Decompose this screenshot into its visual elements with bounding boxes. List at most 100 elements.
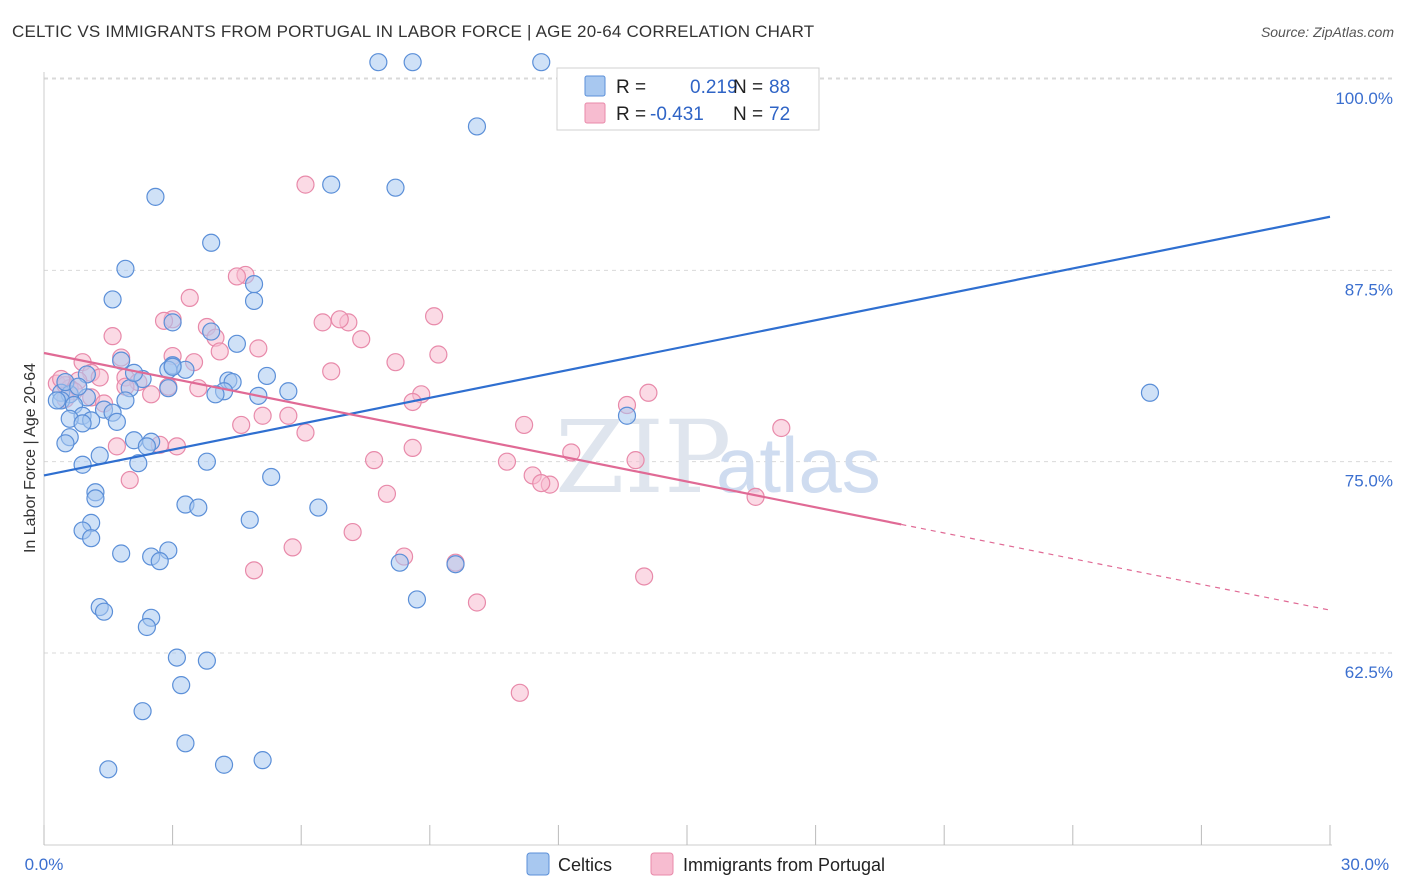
celtics-point (189, 498, 208, 517)
celtics-point (167, 648, 186, 667)
bottom-legend-celtics: Celtics (558, 855, 612, 875)
portugal-point (296, 175, 315, 194)
legend-r-value-portugal: -0.431 (650, 104, 704, 125)
portugal-point (283, 538, 302, 557)
celtics-point (197, 651, 216, 670)
celtics-point (322, 175, 341, 194)
celtics-point (146, 187, 165, 206)
bottom-legend-swatch-portugal (650, 852, 674, 876)
celtics-point (137, 617, 156, 637)
portugal-point (377, 484, 397, 503)
trend-lines (43, 215, 1331, 611)
x-ticks (43, 825, 1331, 845)
portugal-point (424, 307, 444, 326)
celtics-point (159, 379, 178, 398)
celtics-point (240, 510, 259, 529)
portugal-point (467, 593, 487, 612)
celtics-point (103, 290, 122, 309)
legend-swatch-celtics (584, 75, 606, 97)
portugal-point (772, 418, 791, 438)
y-tick-label: 100.0% (1335, 89, 1393, 108)
trend-line-portugal-extension (901, 523, 1331, 611)
celtics-point (116, 391, 135, 410)
legend-r-label-portugal: R = (616, 104, 646, 125)
y-tick-label: 75.0% (1345, 472, 1393, 491)
portugal-point (403, 438, 422, 457)
celtics-point (390, 553, 409, 572)
celtics-point (150, 552, 169, 571)
trend-line-celtics (43, 215, 1331, 477)
portugal-point (244, 561, 264, 580)
portugal-point (386, 353, 405, 372)
celtics-point (94, 602, 114, 621)
celtics-point (86, 489, 105, 508)
legend-n-label-celtics: N = (733, 77, 763, 98)
portugal-point (249, 339, 268, 358)
watermark-atlas: atlas (716, 421, 881, 509)
portugal-point (364, 451, 384, 470)
celtics-point (369, 53, 388, 72)
celtics-point (214, 755, 234, 774)
portugal-point (107, 437, 126, 456)
celtics-point (446, 555, 465, 574)
celtics-point (176, 734, 195, 753)
celtics-point (309, 498, 328, 517)
portugal-point (497, 452, 517, 471)
celtics-point (403, 53, 422, 72)
portugal-point (120, 470, 139, 490)
celtics-point (129, 454, 148, 473)
celtics-point (163, 313, 182, 332)
bottom-legend-portugal: Immigrants from Portugal (683, 855, 885, 875)
celtics-point (133, 702, 152, 721)
celtics-point (73, 455, 92, 474)
celtics-point (262, 467, 281, 487)
celtics-point (47, 391, 66, 410)
portugal-point (639, 383, 658, 402)
portugal-point (515, 415, 534, 435)
celtics-point (227, 334, 246, 353)
celtics-point (69, 377, 88, 396)
portugal-point (429, 345, 448, 364)
trend-line-portugal (43, 351, 902, 526)
celtics-point (202, 322, 221, 341)
legend-r-value-celtics: 0.219 (690, 77, 738, 98)
portugal-point (279, 406, 298, 425)
portugal-point (532, 473, 551, 493)
celtics-point (90, 446, 109, 465)
celtics-point (56, 434, 75, 453)
legend-n-label-portugal: N = (733, 104, 763, 125)
celtics-point (244, 275, 264, 294)
legend-r-label-celtics: R = (616, 77, 646, 98)
celtics-point (407, 590, 427, 609)
source-label: Source: ZipAtlas.com (1260, 24, 1394, 40)
y-axis-title: In Labor Force | Age 20-64 (22, 363, 39, 553)
celtics-point (1140, 383, 1160, 402)
celtics-point (202, 233, 221, 252)
portugal-point (227, 267, 246, 286)
portugal-point (167, 437, 186, 456)
bottom-legend: Celtics Immigrants from Portugal (526, 852, 885, 876)
portugal-point (142, 385, 161, 404)
portugal-point (322, 362, 341, 381)
celtics-point (279, 382, 298, 401)
portugal-point (296, 423, 315, 442)
legend-swatch-portugal (584, 102, 606, 124)
series-celtics-points (47, 53, 1160, 779)
celtics-point (82, 529, 101, 548)
portugal-point (253, 406, 272, 425)
legend-n-value-portugal: 72 (769, 104, 790, 125)
celtics-point (386, 178, 405, 197)
portugal-point (635, 567, 654, 586)
portugal-point (210, 342, 229, 361)
y-tick-labels: 100.0% 87.5% 75.0% 62.5% (1335, 89, 1393, 682)
portugal-point (626, 451, 645, 470)
portugal-point (232, 415, 251, 435)
celtics-point (617, 406, 637, 425)
portugal-point (510, 683, 529, 702)
celtics-point (467, 117, 487, 136)
portugal-point (103, 327, 122, 346)
celtics-point (532, 53, 551, 72)
celtics-point (107, 412, 126, 431)
y-tick-label: 87.5% (1345, 280, 1393, 299)
